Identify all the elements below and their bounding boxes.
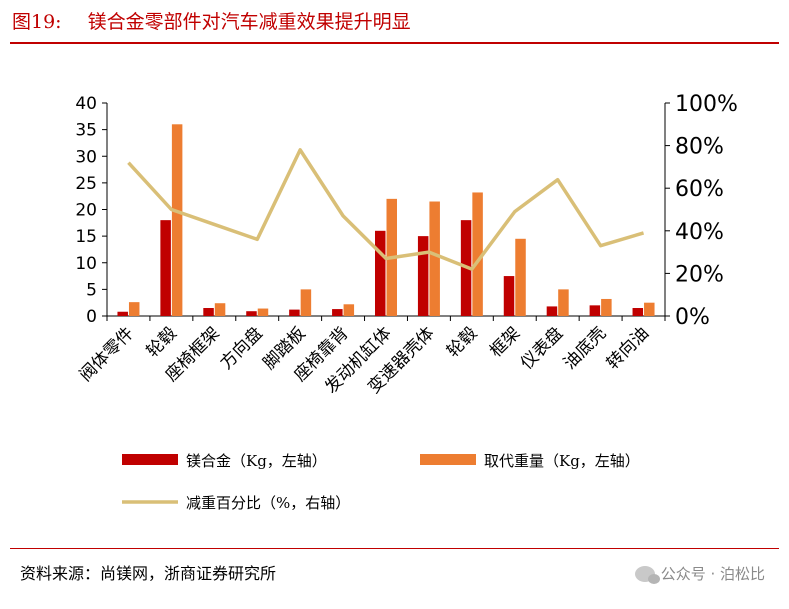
source-rule bbox=[10, 548, 779, 549]
legend-label-magnesium: 镁合金（Kg，左轴） bbox=[186, 452, 327, 470]
bar-magnesium bbox=[246, 311, 257, 316]
category-label: 方向盘 bbox=[217, 323, 267, 373]
bar-replaced-weight bbox=[171, 124, 183, 316]
bar-replaced-weight bbox=[644, 302, 655, 316]
figure-number: 图19: bbox=[12, 10, 62, 33]
legend-swatch-replaced bbox=[420, 454, 476, 465]
category-label: 转向油 bbox=[603, 323, 653, 373]
figure-title: 图19: 镁合金零部件对汽车减重效果提升明显 bbox=[12, 4, 411, 36]
title-rule bbox=[10, 42, 779, 44]
bar-magnesium bbox=[375, 230, 386, 316]
source-note: 资料来源：尚镁网，浙商证券研究所 bbox=[20, 564, 277, 583]
right-tick-label: 60% bbox=[675, 177, 724, 202]
bar-magnesium bbox=[289, 309, 300, 316]
category-label: 轮毂 bbox=[143, 323, 181, 361]
watermark: 公众号 · 泊松比 bbox=[634, 563, 765, 584]
right-tick-label: 100% bbox=[675, 92, 738, 117]
right-tick-label: 40% bbox=[675, 220, 724, 245]
left-tick-label: 35 bbox=[75, 121, 97, 141]
bar-magnesium bbox=[632, 308, 644, 316]
bar-replaced-weight bbox=[601, 298, 612, 316]
category-label: 仪表盘 bbox=[517, 323, 567, 373]
category-label: 轮毂 bbox=[443, 323, 481, 361]
bar-replaced-weight bbox=[472, 192, 483, 316]
legend-label-percentage: 减重百分比（%，右轴） bbox=[186, 494, 350, 512]
watermark-text: 公众号 · 泊松比 bbox=[660, 565, 765, 583]
category-label: 框架 bbox=[486, 323, 524, 361]
left-tick-label: 10 bbox=[75, 254, 97, 274]
legend-label-replaced: 取代重量（Kg，左轴） bbox=[484, 452, 640, 470]
bar-magnesium bbox=[503, 276, 515, 316]
legend-swatch-magnesium bbox=[122, 454, 178, 465]
bar-magnesium bbox=[117, 311, 128, 316]
category-label: 油底壳 bbox=[560, 323, 610, 373]
wechat-icon bbox=[634, 565, 660, 584]
bar-magnesium bbox=[589, 305, 601, 316]
bar-magnesium bbox=[546, 306, 558, 316]
bar-magnesium bbox=[417, 236, 429, 316]
bar-magnesium bbox=[160, 220, 171, 316]
left-tick-label: 25 bbox=[75, 174, 97, 194]
bar-replaced-weight bbox=[515, 238, 526, 316]
weight-reduction-line bbox=[127, 148, 645, 271]
right-tick-label: 80% bbox=[675, 135, 724, 160]
bar-magnesium bbox=[203, 308, 214, 316]
left-tick-label: 30 bbox=[75, 147, 97, 167]
category-label: 阀体零件 bbox=[76, 323, 138, 385]
bar-replaced-weight bbox=[300, 289, 312, 316]
left-tick-label: 40 bbox=[75, 94, 97, 114]
left-tick-label: 20 bbox=[75, 201, 97, 221]
left-tick-label: 0 bbox=[86, 307, 97, 327]
bar-replaced-weight bbox=[214, 303, 226, 316]
bar-replaced-weight bbox=[343, 304, 355, 316]
bar-magnesium bbox=[332, 309, 343, 316]
figure-title-text: 镁合金零部件对汽车减重效果提升明显 bbox=[87, 10, 411, 33]
bar-replaced-weight bbox=[429, 201, 440, 316]
bar-replaced-weight bbox=[257, 308, 269, 316]
bar-replaced-weight bbox=[558, 289, 569, 316]
right-tick-label: 0% bbox=[675, 305, 710, 330]
right-tick-label: 20% bbox=[675, 262, 724, 287]
bar-replaced-weight bbox=[128, 302, 140, 316]
left-tick-label: 5 bbox=[86, 280, 97, 300]
left-tick-label: 15 bbox=[75, 227, 97, 247]
